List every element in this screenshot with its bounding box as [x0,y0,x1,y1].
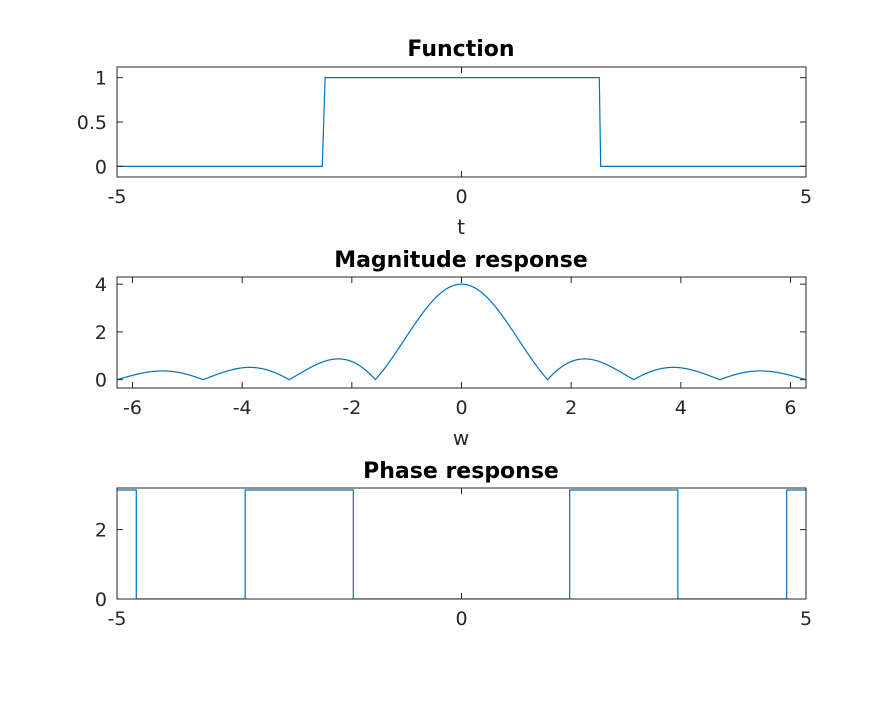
x-tick-label: 2 [565,397,577,419]
series-line [117,489,806,599]
series-line [117,77,806,167]
x-tick-label: -4 [233,397,252,419]
phase-response-plot: Phase response -5 0 502 [95,459,812,630]
x-tick-label: -5 [108,608,127,630]
function-plot: Function t -5 0 500.51 [77,37,812,239]
y-tick-label: 0.5 [77,112,107,134]
y-tick-label: 4 [95,274,107,296]
x-axis-label: t [457,215,465,239]
plot-title: Function [407,37,514,62]
x-tick-label: 0 [455,608,467,630]
x-axis-label: w [453,426,469,450]
x-tick-label: -5 [108,186,127,208]
x-tick-label: -6 [123,397,142,419]
y-tick-label: 2 [95,520,107,542]
plot-title: Magnitude response [334,248,588,273]
x-tick-label: -2 [342,397,361,419]
y-tick-label: 2 [95,322,107,344]
x-tick-label: 4 [675,397,687,419]
plot-title: Phase response [363,459,559,484]
x-tick-label: 5 [800,186,812,208]
x-tick-label: 5 [800,608,812,630]
y-tick-label: 1 [95,68,107,90]
axes-box [116,276,807,389]
x-tick-label: 0 [455,397,467,419]
series-line [117,283,806,381]
y-tick-label: 0 [95,156,107,178]
axes-box [116,487,807,600]
axes-box [116,66,807,178]
x-tick-label: 0 [455,186,467,208]
y-tick-label: 0 [95,589,107,611]
y-tick-label: 0 [95,370,107,392]
x-tick-label: 6 [784,397,796,419]
magnitude-response-plot: Magnitude response w -6 -4 -2 0 2 4 6 0 2 4 [95,248,807,450]
